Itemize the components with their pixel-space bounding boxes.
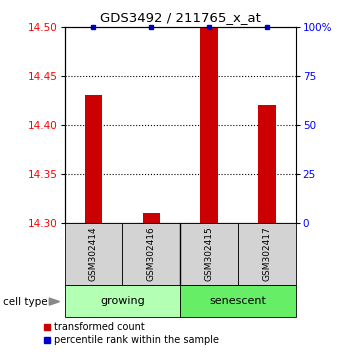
Bar (180, 223, 238, 285)
Bar (65, 285, 180, 317)
Title: GDS3492 / 211765_x_at: GDS3492 / 211765_x_at (100, 11, 261, 24)
Bar (85, 95, 102, 223)
Bar (180, 285, 296, 317)
Text: GSM302417: GSM302417 (262, 227, 271, 281)
Text: senescent: senescent (209, 296, 267, 306)
Text: GSM302415: GSM302415 (205, 227, 214, 281)
Text: growing: growing (100, 296, 145, 306)
Bar (142, 213, 160, 223)
Bar (65, 223, 122, 285)
Bar (200, 27, 218, 223)
Text: GSM302416: GSM302416 (147, 227, 156, 281)
Text: GSM302414: GSM302414 (89, 227, 98, 281)
Bar (238, 223, 296, 285)
Polygon shape (49, 298, 60, 305)
Bar (122, 223, 180, 285)
Legend: transformed count, percentile rank within the sample: transformed count, percentile rank withi… (39, 319, 223, 349)
Bar (258, 105, 275, 223)
Text: cell type: cell type (3, 297, 48, 307)
